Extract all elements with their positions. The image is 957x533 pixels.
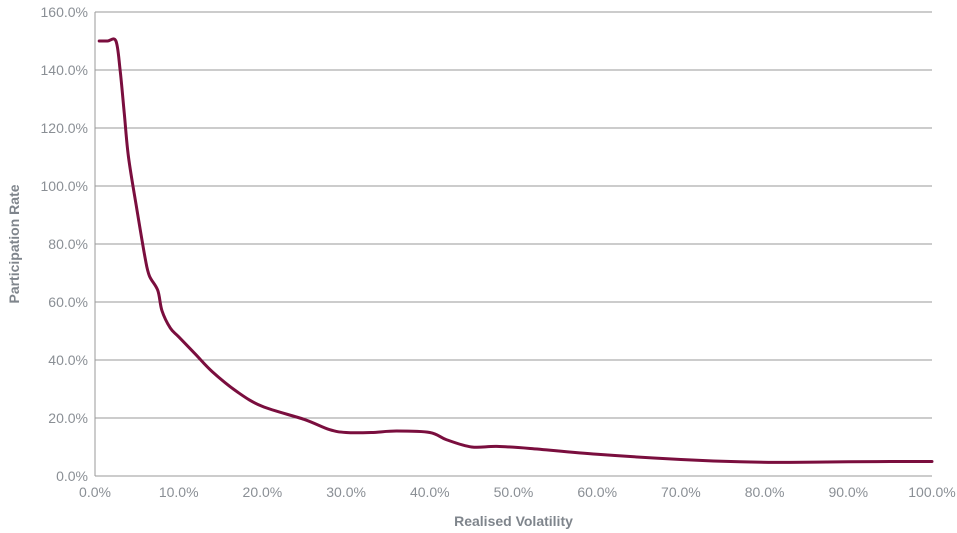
x-tick-label: 30.0%	[326, 484, 366, 500]
x-tick-label: 60.0%	[577, 484, 617, 500]
y-tick-label: 140.0%	[41, 62, 88, 78]
x-axis-title: Realised Volatility	[454, 513, 573, 529]
y-tick-label: 80.0%	[48, 236, 88, 252]
x-tick-label: 90.0%	[828, 484, 868, 500]
x-tick-label: 50.0%	[494, 484, 534, 500]
x-tick-label: 20.0%	[243, 484, 283, 500]
x-tick-label: 40.0%	[410, 484, 450, 500]
axes	[94, 12, 932, 477]
y-tick-label: 0.0%	[56, 468, 88, 484]
y-tick-label: 60.0%	[48, 294, 88, 310]
y-tick-label: 40.0%	[48, 352, 88, 368]
series-layer	[97, 37, 934, 464]
x-tick-label: 80.0%	[745, 484, 785, 500]
y-axis-title: Participation Rate	[6, 184, 22, 303]
gridlines	[95, 11, 932, 419]
y-tick-label: 160.0%	[41, 4, 88, 20]
y-tick-label: 100.0%	[41, 178, 88, 194]
series-line-0	[97, 37, 934, 464]
y-tick-label: 120.0%	[41, 120, 88, 136]
tick-labels: 0.0% 20.0% 40.0% 60.0% 80.0% 100.0% 120.0% 140.…	[41, 4, 956, 500]
x-tick-label: 10.0%	[159, 484, 199, 500]
x-tick-label: 0.0%	[79, 484, 111, 500]
y-tick-label: 20.0%	[48, 410, 88, 426]
x-tick-label: 70.0%	[661, 484, 701, 500]
x-tick-label: 100.0%	[908, 484, 955, 500]
